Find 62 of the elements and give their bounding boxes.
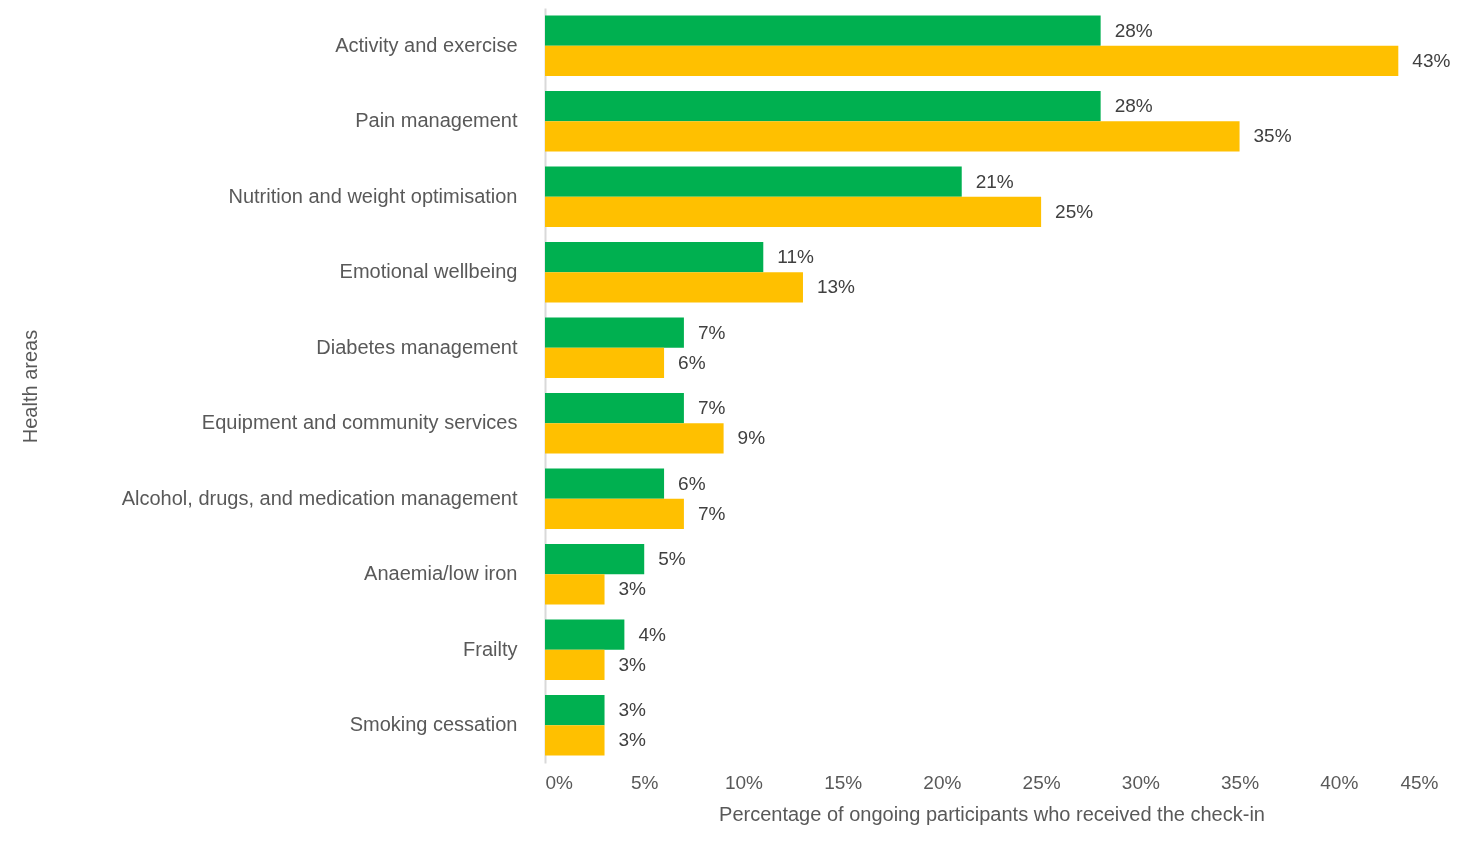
y-axis-title: Health areas [18,329,41,444]
data-label: 7% [697,502,726,524]
bar [545,317,684,348]
data-label: 13% [816,276,856,298]
x-tick-label: 5% [630,771,659,793]
data-label: 7% [697,397,726,419]
x-tick-label: 20% [923,771,962,793]
data-label: 28% [1114,95,1153,117]
bar [545,272,803,303]
data-label: 3% [618,729,647,751]
bar [545,695,605,726]
y-tick-label: Alcohol, drugs, and medication management [121,486,518,509]
bar [545,468,665,499]
x-tick-label: 25% [1022,771,1061,793]
x-tick-label: 35% [1221,771,1260,793]
y-tick-label: Diabetes management [316,335,518,358]
bar [545,619,625,650]
x-tick-label: 30% [1121,771,1160,793]
data-label: 9% [737,427,766,449]
x-axis-title: Percentage of ongoing participants who received the check-in [719,802,1265,825]
y-tick-label: Smoking cessation [349,713,518,736]
y-tick-label: Equipment and community services [201,411,518,434]
bar [545,166,962,197]
bar [545,649,605,680]
data-label: 3% [618,653,647,675]
data-label: 11% [777,246,815,268]
x-tick-label: 45% [1400,771,1439,793]
x-tick-label: 15% [824,771,863,793]
data-label: 7% [697,321,726,343]
bar [545,347,665,378]
y-tick-label: Frailty [463,637,518,660]
data-label: 21% [975,170,1014,192]
data-label: 6% [678,472,706,494]
data-label: 3% [618,578,647,600]
bar [545,91,1101,122]
x-tick-label: 40% [1320,771,1359,793]
bar [545,196,1042,227]
data-label: 5% [658,548,686,570]
data-label: 6% [678,351,706,373]
x-tick-label: 0% [545,771,574,793]
bar [545,121,1240,152]
bar [545,393,684,424]
bar [545,725,605,756]
bar [545,423,724,454]
x-tick-label: 10% [724,771,764,793]
data-label: 43% [1412,49,1451,71]
data-label: 35% [1253,125,1292,147]
bar [545,574,605,605]
bar [545,498,684,529]
data-label: 25% [1055,200,1094,222]
data-label: 4% [638,623,666,645]
y-tick-label: Anaemia/low iron [364,562,518,585]
bar [545,242,764,273]
bar [545,544,645,575]
bar [545,45,1399,76]
y-tick-label: Activity and exercise [335,33,518,56]
bar [545,15,1101,46]
data-label: 28% [1114,19,1153,41]
data-label: 3% [618,699,647,721]
y-tick-label: Pain management [355,109,518,132]
y-tick-label: Nutrition and weight optimisation [228,184,518,207]
y-tick-label: Emotional wellbeing [339,260,518,283]
